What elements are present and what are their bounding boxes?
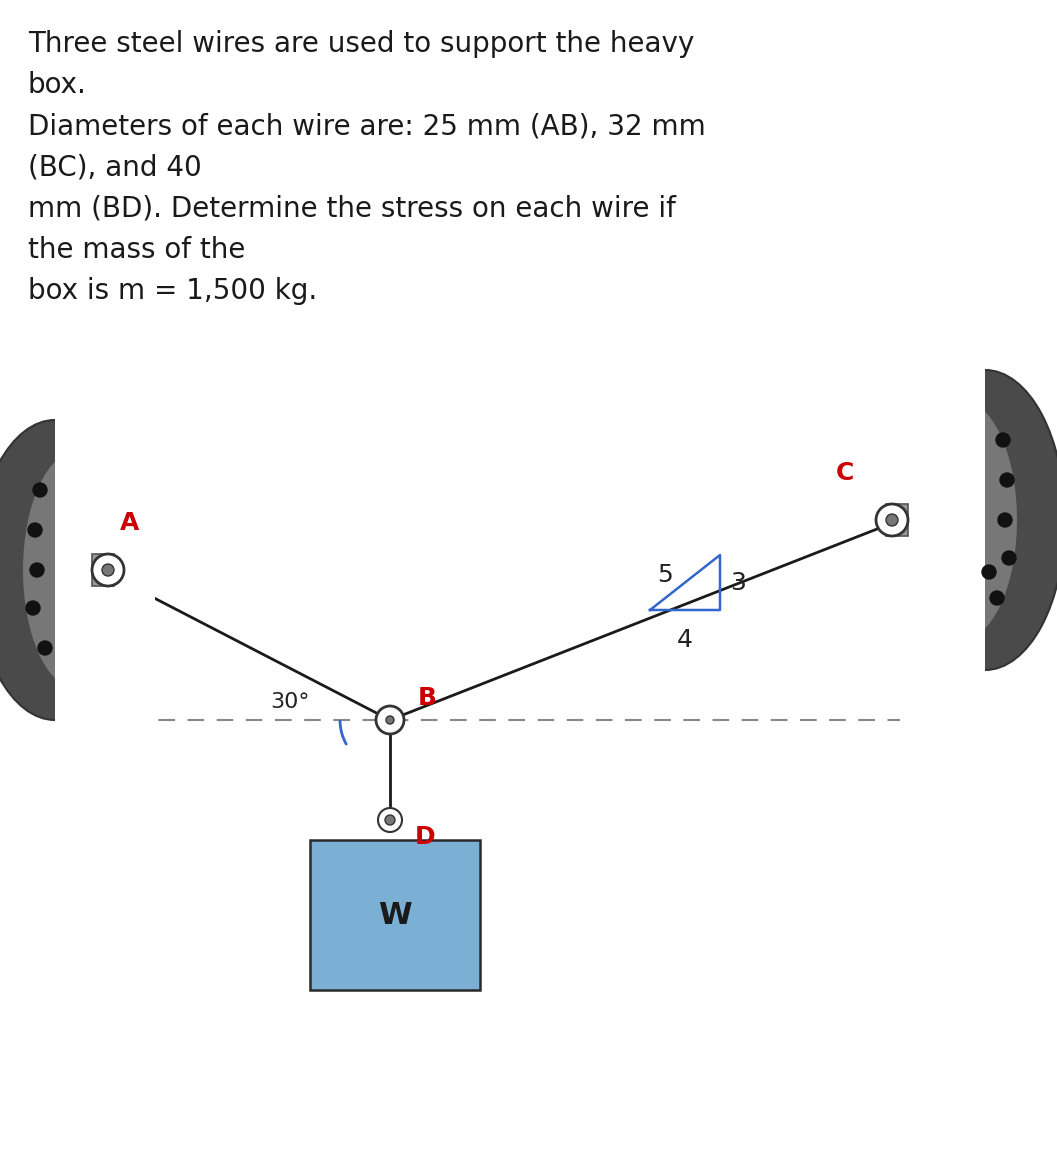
Circle shape xyxy=(998,512,1012,526)
Circle shape xyxy=(30,563,44,577)
Bar xyxy=(92,555,114,586)
Circle shape xyxy=(33,483,47,497)
Circle shape xyxy=(26,601,40,615)
Circle shape xyxy=(38,641,52,655)
Circle shape xyxy=(27,523,42,537)
Text: D: D xyxy=(415,825,435,849)
Bar xyxy=(55,410,155,730)
Circle shape xyxy=(376,706,404,734)
Circle shape xyxy=(982,565,996,579)
Circle shape xyxy=(385,815,395,825)
Circle shape xyxy=(386,716,394,724)
Text: B: B xyxy=(418,686,437,710)
Bar xyxy=(886,504,908,536)
Text: 5: 5 xyxy=(657,563,673,586)
Text: Three steel wires are used to support the heavy
box.
Diameters of each wire are:: Three steel wires are used to support th… xyxy=(27,30,706,305)
Text: A: A xyxy=(120,511,140,535)
Circle shape xyxy=(101,564,114,576)
Circle shape xyxy=(1000,473,1014,487)
Ellipse shape xyxy=(0,420,135,720)
Circle shape xyxy=(876,504,908,536)
Circle shape xyxy=(378,808,402,832)
Circle shape xyxy=(1002,551,1016,565)
Ellipse shape xyxy=(905,400,1017,640)
Circle shape xyxy=(886,514,898,526)
Circle shape xyxy=(92,555,124,586)
Ellipse shape xyxy=(23,450,135,690)
Ellipse shape xyxy=(905,370,1057,670)
Bar xyxy=(885,360,985,680)
Text: 4: 4 xyxy=(676,628,693,652)
Text: 3: 3 xyxy=(730,571,746,594)
Text: C: C xyxy=(836,461,854,486)
Circle shape xyxy=(990,591,1004,605)
Circle shape xyxy=(996,433,1010,447)
Bar xyxy=(310,840,480,990)
Text: W: W xyxy=(378,901,412,929)
Text: 30°: 30° xyxy=(271,691,310,713)
